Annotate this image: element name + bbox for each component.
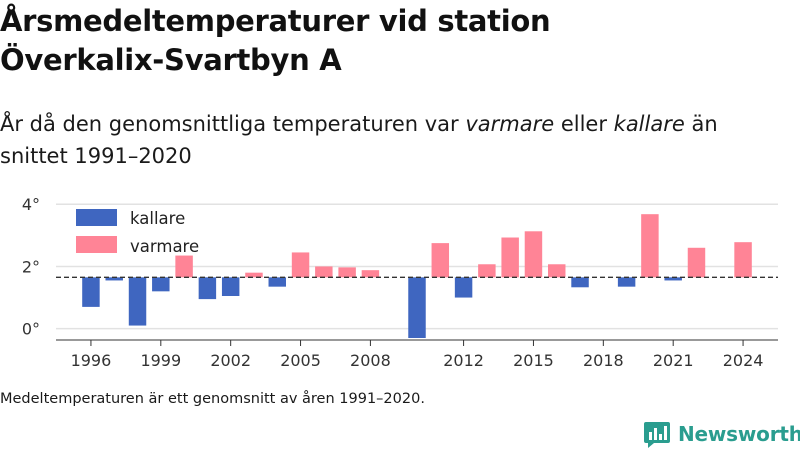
bar-2000 bbox=[175, 255, 193, 278]
brand-logo: Newsworthy bbox=[643, 420, 800, 448]
bar-chart-logo-icon bbox=[644, 422, 670, 448]
bar-2024 bbox=[734, 242, 752, 278]
x-axis-labels: 1996 1999 2002 2005 2008 2012 2015 2018 2021 2024 bbox=[71, 340, 764, 370]
bar-2004 bbox=[268, 277, 286, 287]
x-tick-label: 2005 bbox=[280, 351, 321, 370]
bar-2014 bbox=[501, 237, 519, 278]
legend-swatch-varmare bbox=[76, 236, 117, 253]
title-line-2: Överkalix-Svartbyn A bbox=[0, 43, 342, 77]
x-tick-label: 2021 bbox=[653, 351, 694, 370]
bar-2003 bbox=[245, 272, 263, 278]
x-tick-label: 2024 bbox=[723, 351, 764, 370]
title-line-1: Årsmedeltemperaturer vid station bbox=[0, 4, 551, 38]
bar-2013 bbox=[478, 264, 496, 278]
bar-2008 bbox=[361, 270, 380, 278]
y-tick-label: 2° bbox=[22, 257, 40, 276]
x-tick-label: 1999 bbox=[140, 351, 181, 370]
bar-2010 bbox=[408, 277, 426, 338]
bar-1996 bbox=[82, 277, 100, 307]
bar-2001 bbox=[198, 277, 217, 300]
y-tick-label: 0° bbox=[22, 320, 40, 339]
x-tick-label: 2002 bbox=[210, 351, 251, 370]
bar-2011 bbox=[431, 243, 450, 278]
chart-subtitle: År då den genomsnittliga temperaturen va… bbox=[0, 108, 790, 172]
bar-chart: 0° 2° 4° 1996 1999 2002 2005 2008 2012 2015 2018 2… bbox=[22, 195, 778, 370]
bars bbox=[82, 214, 752, 338]
bar-2007 bbox=[338, 267, 356, 278]
bar-1999 bbox=[152, 277, 170, 292]
bar-2006 bbox=[315, 266, 333, 278]
bar-2019 bbox=[617, 277, 636, 287]
bar-2012 bbox=[454, 277, 473, 298]
subtitle-text-mid: eller bbox=[554, 112, 614, 136]
x-tick-label: 2018 bbox=[583, 351, 624, 370]
legend-label-kallare: kallare bbox=[130, 209, 185, 228]
chart-title: Årsmedeltemperaturer vid station Överkal… bbox=[0, 2, 790, 80]
x-tick-label: 2015 bbox=[513, 351, 554, 370]
bar-2015 bbox=[524, 231, 543, 278]
subtitle-text-pre: År då den genomsnittliga temperaturen va… bbox=[0, 112, 466, 136]
bar-2005 bbox=[291, 252, 310, 278]
brand-name: Newsworthy bbox=[678, 422, 800, 446]
bar-2016 bbox=[548, 264, 566, 278]
footnote: Medeltemperaturen är ett genomsnitt av å… bbox=[0, 391, 425, 407]
x-tick-label: 1996 bbox=[71, 351, 112, 370]
bar-1997 bbox=[105, 277, 123, 281]
legend-swatch-kallare bbox=[76, 209, 117, 226]
bar-2020 bbox=[641, 214, 659, 278]
subtitle-warm-word: varmare bbox=[465, 112, 555, 136]
bar-2022 bbox=[687, 247, 706, 278]
x-tick-label: 2008 bbox=[350, 351, 391, 370]
bar-1998 bbox=[128, 277, 147, 326]
bar-2021 bbox=[664, 277, 682, 281]
legend-label-varmare: varmare bbox=[130, 237, 199, 256]
x-tick-label: 2012 bbox=[443, 351, 484, 370]
subtitle-cold-word: kallare bbox=[613, 112, 685, 136]
legend: kallare varmare bbox=[76, 209, 199, 256]
bar-2002 bbox=[221, 277, 240, 296]
y-axis-labels: 0° 2° 4° bbox=[22, 195, 40, 338]
bar-2017 bbox=[571, 277, 589, 288]
subtitle-text-post: än snittet 1991–2020 bbox=[0, 112, 718, 168]
y-tick-label: 4° bbox=[22, 195, 40, 214]
